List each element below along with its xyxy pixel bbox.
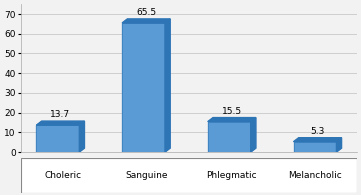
Text: Melancholic: Melancholic [288, 171, 342, 180]
Polygon shape [293, 138, 342, 142]
Polygon shape [165, 19, 170, 152]
Polygon shape [36, 125, 79, 152]
Text: 15.5: 15.5 [222, 107, 242, 116]
Text: Sanguine: Sanguine [126, 171, 168, 180]
Polygon shape [36, 121, 84, 125]
Text: Phlegmatic: Phlegmatic [206, 171, 256, 180]
Polygon shape [208, 118, 256, 121]
Polygon shape [208, 121, 251, 152]
Polygon shape [336, 138, 342, 152]
Polygon shape [122, 23, 165, 152]
Polygon shape [293, 142, 336, 152]
Polygon shape [79, 121, 84, 152]
Polygon shape [122, 19, 170, 23]
Polygon shape [251, 118, 256, 152]
Text: 65.5: 65.5 [136, 8, 156, 17]
Text: 5.3: 5.3 [310, 127, 325, 136]
Text: Choleric: Choleric [45, 171, 82, 180]
Text: 13.7: 13.7 [51, 110, 70, 119]
